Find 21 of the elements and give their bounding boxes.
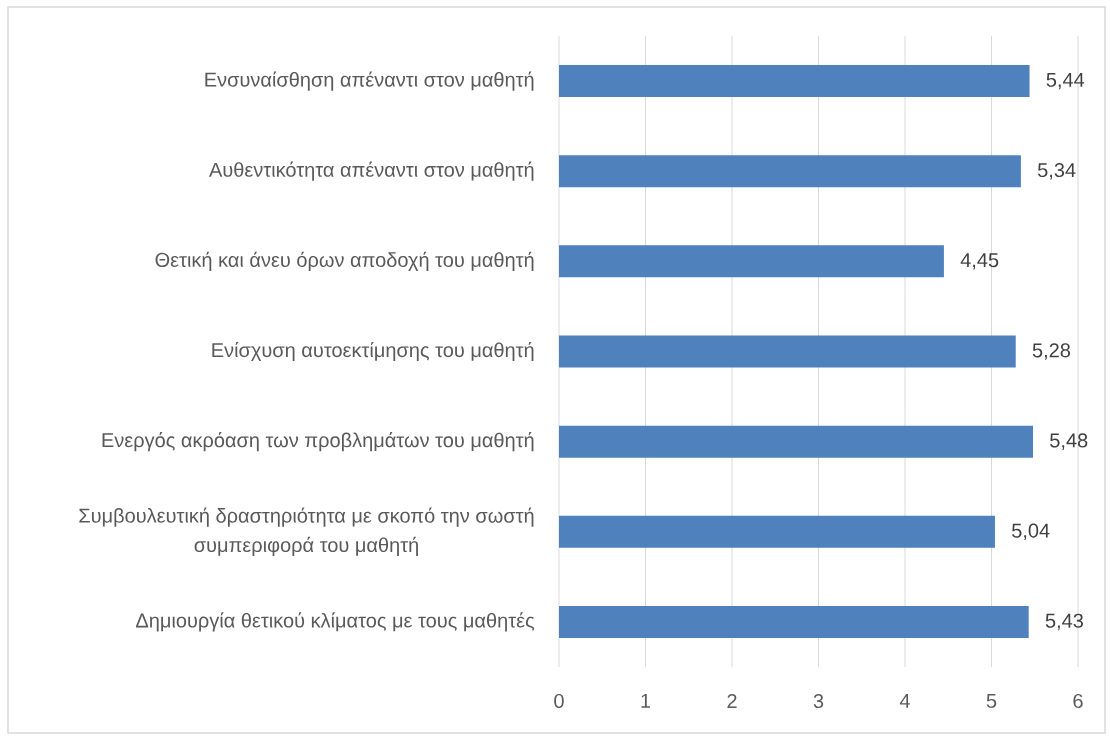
data-label: 5,48: [1050, 433, 1088, 450]
x-tick-label: 6: [1073, 693, 1083, 709]
y-tick-label: Συμβουλευτική δραστηριότητα με σκοπό την σωστή συμπεριφορά του μαθητή: [79, 507, 534, 557]
x-tick-label: 2: [727, 693, 737, 708]
data-label: 4,45: [960, 253, 999, 270]
y-tick-label: Ενεργός ακρόαση των προβλημάτων του μαθητή: [102, 432, 534, 452]
x-tick-label: 0: [554, 693, 564, 709]
x-tick-label: 3: [813, 693, 824, 709]
x-tick-label: 5: [986, 693, 997, 708]
y-tick-label: Αυθεντικότητα απέναντι στον μαθητή: [209, 161, 534, 181]
data-label: 5,04: [1012, 523, 1050, 541]
data-label: 5,34: [1037, 162, 1076, 180]
y-tick-label: Ενίσχυση αυτοεκτίμησης του μαθητή: [212, 341, 534, 362]
y-tick-label: Ενσυναίσθηση απέναντι στον μαθητή: [205, 71, 534, 91]
x-tick-label: 1: [641, 693, 651, 708]
y-tick-label: Θετική και άνευ όρων αποδοχή του μαθητή: [155, 251, 534, 271]
y-tick-label: Δημιουργία θετικού κλίματος με τους μαθητές: [135, 612, 535, 632]
data-label: 5,28: [1032, 343, 1071, 360]
data-label: 5,43: [1045, 613, 1083, 631]
x-tick-label: 4: [899, 693, 910, 708]
data-label: 5,44: [1046, 72, 1085, 90]
